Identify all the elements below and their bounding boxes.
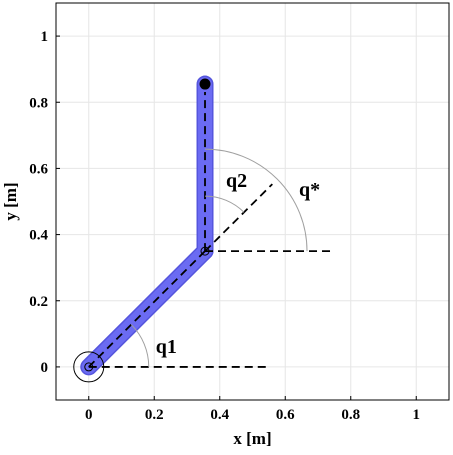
y-axis-label: y [m] [1, 182, 20, 220]
y-tick-label: 0.6 [29, 161, 48, 177]
qstar-arc [205, 148, 308, 252]
q1-arc [130, 324, 150, 367]
angle-annotations: q1 q2 q* [88, 92, 332, 368]
qstar-label: q* [299, 179, 320, 201]
grid-lines [56, 3, 449, 400]
q2-arc [205, 195, 245, 213]
q1-label: q1 [156, 336, 177, 358]
x-tick-label: 0 [85, 407, 93, 423]
y-tick-label: 0.8 [29, 95, 48, 111]
axis-ticks [56, 35, 417, 400]
robot-arm [73, 75, 214, 383]
x-tick-label: 0.8 [341, 407, 360, 423]
end-effector-dot [199, 78, 211, 90]
x-tick-label: 0.6 [276, 407, 295, 423]
y-tick-label: 1 [41, 29, 49, 45]
x-tick-label: 0.4 [210, 407, 229, 423]
tick-labels: 0 0.2 0.4 0.6 0.8 1 0 0.2 0.4 0.6 0.8 1 [29, 29, 420, 423]
link-1-centerline [88, 250, 206, 368]
q2-label: q2 [226, 170, 247, 192]
x-tick-label: 1 [413, 407, 421, 423]
y-tick-label: 0 [41, 360, 49, 376]
y-tick-label: 0.2 [29, 294, 48, 310]
link-1-extension-line [204, 183, 273, 252]
y-tick-label: 0.4 [29, 228, 48, 244]
plot-frame [55, 2, 450, 401]
x-axis-label: x [m] [233, 429, 271, 448]
x-tick-label: 0.2 [145, 407, 164, 423]
